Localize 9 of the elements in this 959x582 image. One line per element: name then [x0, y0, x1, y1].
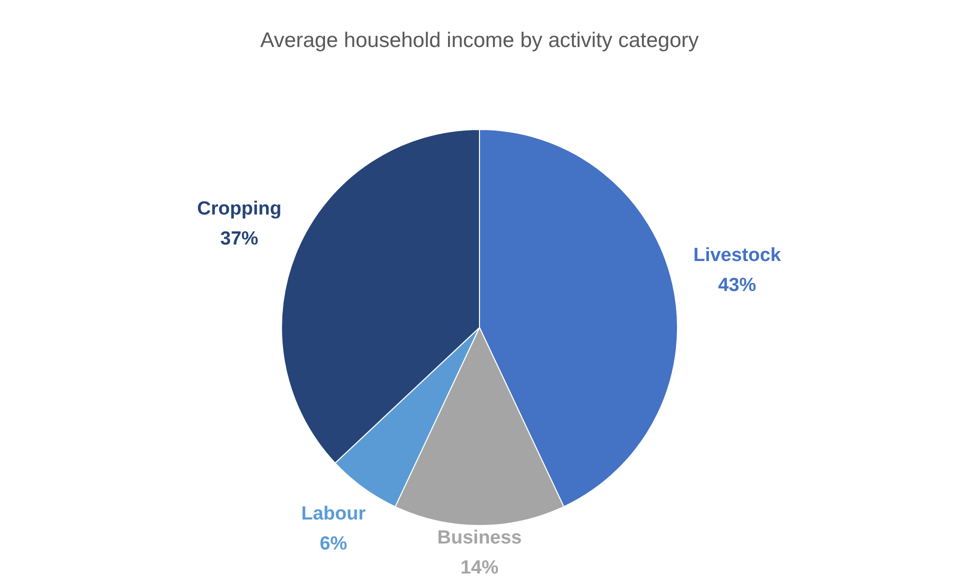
slice-label: Livestock — [693, 244, 782, 266]
slice-label: Labour — [301, 504, 366, 525]
slice-label: Cropping — [197, 198, 282, 220]
data-label: 14% — [460, 558, 499, 578]
data-label: 6% — [320, 534, 348, 555]
slice-label: Business — [437, 528, 522, 548]
chart-title: Average household income by activity category — [260, 29, 700, 52]
data-label: 37% — [220, 228, 258, 250]
data-label: 43% — [718, 274, 756, 296]
